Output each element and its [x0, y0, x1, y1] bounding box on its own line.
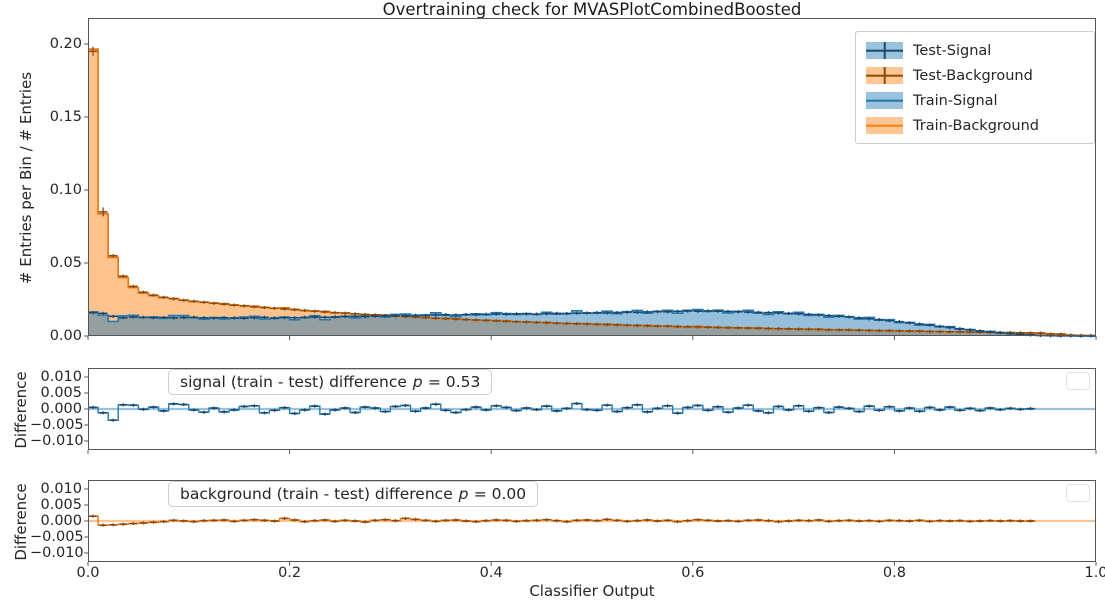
- test-signal-errorbar-swatch-icon: [866, 42, 903, 59]
- train-signal-fill-swatch-icon: [866, 92, 903, 109]
- legend-label: Train-Signal: [913, 92, 998, 109]
- test-background-errorbar-swatch-icon: [866, 67, 903, 84]
- legend-item-test-background: Test-Background: [856, 63, 1094, 88]
- y-tick-label: 0.15: [49, 108, 82, 125]
- x-axis-label: Classifier Output: [529, 582, 655, 600]
- legend-label: Test-Background: [913, 67, 1033, 84]
- x-tick-label: 1.0: [1084, 565, 1105, 581]
- y-tick-label: 0.005: [40, 385, 82, 401]
- y-tick-label: −0.005: [30, 417, 84, 433]
- main-y-axis-label: # Entries per Bin / # Entries: [17, 71, 35, 285]
- y-tick-label: 0.005: [40, 497, 82, 513]
- y-tick-label: −0.010: [30, 545, 84, 561]
- x-tick-label: 0.4: [479, 565, 503, 581]
- p-symbol: p: [412, 373, 423, 391]
- x-tick-label: 0.6: [681, 565, 705, 581]
- p-symbol: p: [458, 485, 469, 503]
- signal-diff-y-axis-label: Difference: [12, 371, 30, 449]
- y-tick-label: 0.20: [49, 35, 82, 52]
- annotation-text: background (train - test) difference: [180, 485, 453, 503]
- y-tick-label: 0.10: [49, 181, 82, 198]
- main-plot-canvas: [84, 18, 1097, 340]
- p-value: = 0.00: [473, 485, 527, 503]
- x-tick-label: 0.8: [882, 565, 906, 581]
- y-tick-label: −0.005: [30, 529, 84, 545]
- x-tick-label: 0.0: [76, 565, 100, 581]
- x-tick-label: 0.2: [278, 565, 302, 581]
- y-tick-label: 0.05: [49, 254, 82, 271]
- background-diff-y-axis-label: Difference: [12, 483, 30, 561]
- legend: Test-Signal Test-Background Train-Signal…: [855, 31, 1095, 144]
- background-diff-canvas: [84, 480, 1097, 566]
- annotation-signal-diff: signal (train - test) difference p = 0.53: [168, 369, 493, 395]
- signal-diff-canvas: [84, 368, 1097, 454]
- y-tick-label: 0.000: [40, 401, 82, 417]
- empty-legend-box: [1066, 372, 1090, 390]
- legend-item-test-signal: Test-Signal: [856, 38, 1094, 63]
- y-tick-label: 0.00: [49, 328, 82, 344]
- y-tick-label: 0.010: [40, 481, 82, 497]
- legend-label: Train-Background: [913, 117, 1040, 134]
- y-tick-label: −0.010: [30, 433, 84, 449]
- y-tick-label: 0.000: [40, 513, 82, 529]
- y-tick-label: 0.010: [40, 369, 82, 385]
- empty-legend-box: [1066, 484, 1090, 502]
- legend-label: Test-Signal: [913, 42, 992, 59]
- train-background-fill-swatch-icon: [866, 117, 903, 134]
- annotation-text: signal (train - test) difference: [180, 373, 407, 391]
- legend-item-train-background: Train-Background: [856, 113, 1094, 138]
- legend-item-train-signal: Train-Signal: [856, 88, 1094, 113]
- chart-title: Overtraining check for MVASPlotCombinedB…: [382, 0, 802, 19]
- p-value: = 0.53: [427, 373, 481, 391]
- annotation-background-diff: background (train - test) difference p = 0…: [168, 481, 539, 507]
